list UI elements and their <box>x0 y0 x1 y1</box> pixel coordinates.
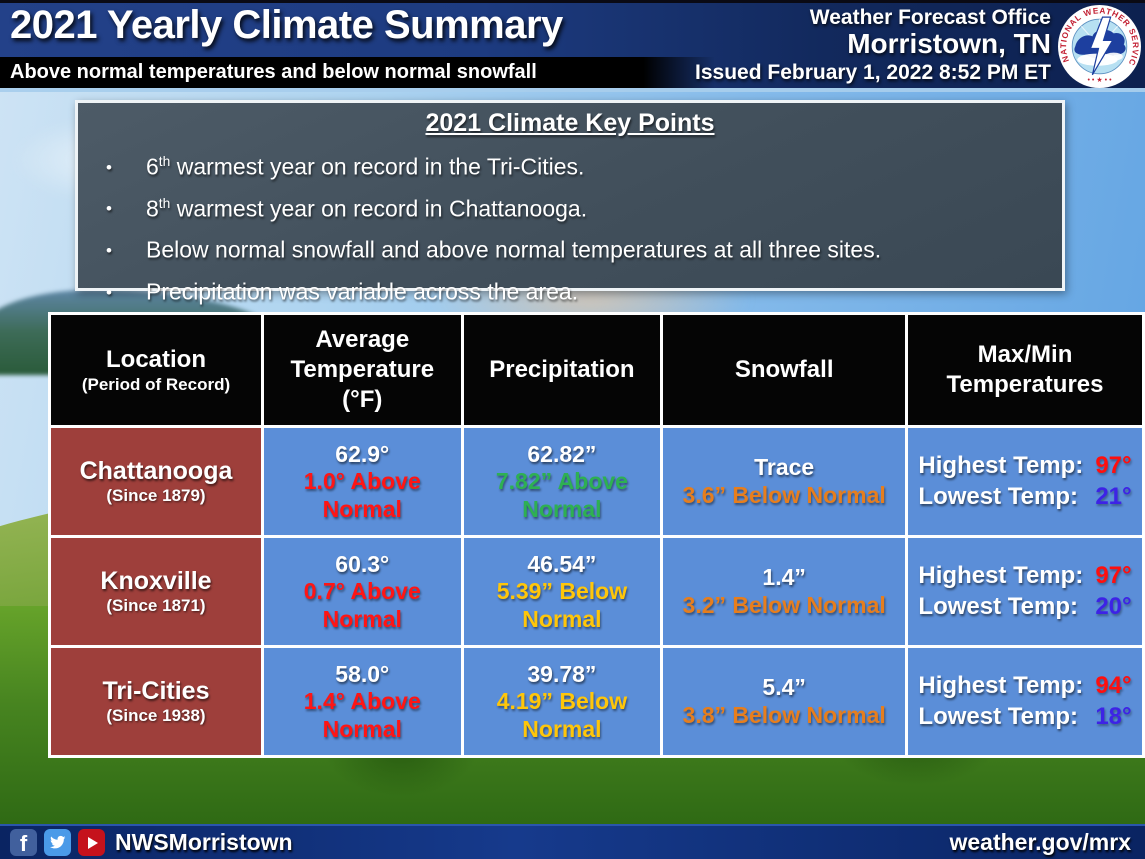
location-cell: Tri-Cities (Since 1938) <box>48 645 264 758</box>
issued-timestamp: Issued February 1, 2022 8:52 PM ET <box>695 61 1051 84</box>
footer-bar: f NWSMorristown weather.gov/mrx <box>0 824 1145 859</box>
key-points-list: • 6th warmest year on record in the Tri-C… <box>78 144 1062 311</box>
table-header: Location (Period of Record) Average Temp… <box>48 312 1145 428</box>
extremes-cell: Highest Temp: 97° Lowest Temp: 20° <box>905 535 1145 648</box>
avg-temp-cell: 60.3° 0.7° Above Normal <box>261 535 464 648</box>
precipitation-cell: 39.78” 4.19” Below Normal <box>460 645 664 758</box>
key-points-panel: 2021 Climate Key Points • 6th warmest yea… <box>75 100 1065 305</box>
snowfall-cell: 5.4” 3.8” Below Normal <box>660 645 909 758</box>
snowfall-cell: 1.4” 3.2” Below Normal <box>660 535 909 648</box>
key-point: • Below normal snowfall and above normal … <box>106 227 1062 269</box>
snowfall-cell: Trace 3.6” Below Normal <box>660 425 909 538</box>
climate-summary-table: Location (Period of Record) Average Temp… <box>48 312 1145 758</box>
climate-table-body: Chattanooga (Since 1879) 62.9° 1.0° Abov… <box>48 425 1145 758</box>
key-point: • 6th warmest year on record in the Tri-C… <box>106 144 1062 186</box>
header-avg-temp: Average Temperature (°F) <box>261 312 464 428</box>
key-point: • 8th warmest year on record in Chattanoo… <box>106 186 1062 228</box>
location-period: (Since 1879) <box>106 486 206 505</box>
bullet-icon: • <box>106 282 112 302</box>
precipitation-cell: 46.54” 5.39” Below Normal <box>460 535 664 648</box>
header-precipitation: Precipitation <box>460 312 664 428</box>
social-links: f <box>10 829 105 856</box>
table-row: Chattanooga (Since 1879) 62.9° 1.0° Abov… <box>48 425 1145 538</box>
subtitle-bar: Above normal temperatures and below norm… <box>0 57 715 88</box>
office-location: Morristown, TN <box>847 28 1051 59</box>
location-period: (Since 1871) <box>106 596 206 615</box>
location-name: Knoxville <box>100 567 212 595</box>
header-banner: 2021 Yearly Climate Summary Above normal… <box>0 0 1145 88</box>
bullet-icon: • <box>106 157 112 177</box>
header-snowfall: Snowfall <box>660 312 909 428</box>
table-row: Knoxville (Since 1871) 60.3° 0.7° Above … <box>48 535 1145 648</box>
header-location: Location (Period of Record) <box>48 312 264 428</box>
logo-bottom-marks: • • ★ • • <box>1087 76 1112 84</box>
location-cell: Chattanooga (Since 1879) <box>48 425 264 538</box>
youtube-icon[interactable] <box>78 829 105 856</box>
location-name: Chattanooga <box>79 457 233 485</box>
table-row: Tri-Cities (Since 1938) 58.0° 1.4° Above… <box>48 645 1145 758</box>
avg-temp-cell: 58.0° 1.4° Above Normal <box>261 645 464 758</box>
extremes-cell: Highest Temp: 97° Lowest Temp: 21° <box>905 425 1145 538</box>
header-max-min: Max/Min Temperatures <box>905 312 1145 428</box>
website-url[interactable]: weather.gov/mrx <box>949 829 1131 855</box>
office-name: Weather Forecast Office <box>809 6 1051 29</box>
location-name: Tri-Cities <box>102 677 210 705</box>
bullet-icon: • <box>106 240 112 260</box>
office-block: Weather Forecast Office Morristown, TN <box>810 6 1051 58</box>
nws-logo-icon: NATIONAL WEATHER SERVICE • • ★ • • <box>1057 4 1141 88</box>
location-period: (Since 1938) <box>106 706 206 725</box>
subtitle-text: Above normal temperatures and below norm… <box>10 61 537 83</box>
facebook-icon[interactable]: f <box>10 829 37 856</box>
extremes-cell: Highest Temp: 94° Lowest Temp: 18° <box>905 645 1145 758</box>
social-account-name[interactable]: NWSMorristown <box>115 829 293 855</box>
key-points-title: 2021 Climate Key Points <box>425 109 715 137</box>
location-cell: Knoxville (Since 1871) <box>48 535 264 648</box>
bullet-icon: • <box>106 199 112 219</box>
twitter-icon[interactable] <box>44 829 71 856</box>
page-title: 2021 Yearly Climate Summary <box>10 3 563 47</box>
avg-temp-cell: 62.9° 1.0° Above Normal <box>261 425 464 538</box>
precipitation-cell: 62.82” 7.82” Above Normal <box>460 425 664 538</box>
key-point: • Precipitation was variable across the a… <box>106 269 1062 311</box>
